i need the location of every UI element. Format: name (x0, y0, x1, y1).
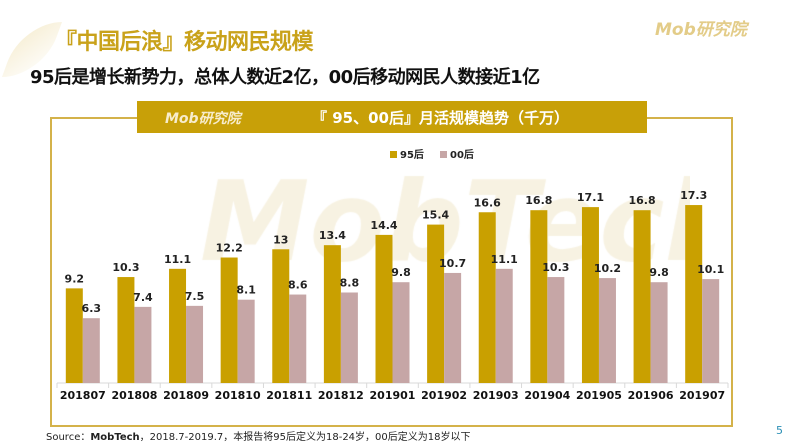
data-label: 16.6 (474, 196, 501, 209)
x-tick-label: 201906 (628, 389, 674, 402)
bar-00 (547, 277, 565, 383)
bar-00 (340, 292, 358, 383)
data-label: 16.8 (629, 194, 656, 207)
x-tick-label: 201809 (163, 389, 209, 402)
data-label: 10.1 (697, 263, 724, 276)
bar-00 (702, 279, 720, 383)
bar-95 (323, 245, 341, 383)
data-label: 17.1 (577, 191, 604, 204)
bar-00 (237, 299, 255, 383)
x-tick-label: 201808 (111, 389, 157, 402)
data-label: 6.3 (82, 302, 102, 315)
brand-logo: Mob研究院 (655, 20, 747, 40)
bar-00 (82, 318, 100, 383)
data-label: 10.3 (112, 261, 139, 274)
source-detail: ，2018.7-2019.7，本报告将95后定义为18-24岁，00后定义为18… (139, 432, 471, 443)
data-label: 10.2 (594, 262, 621, 275)
chart-title: 『 95、00后』月活规模趋势（千万） (312, 109, 569, 127)
bar-00 (444, 272, 462, 383)
bar-00 (186, 305, 204, 383)
bar-95 (117, 277, 135, 383)
data-label: 16.8 (525, 194, 552, 207)
chart-header: Mob研究院 『 95、00后』月活规模趋势（千万） (137, 101, 647, 133)
page-number: 5 (776, 424, 783, 437)
source-name: MobTech (90, 432, 140, 443)
bar-95 (581, 207, 599, 383)
x-tick-label: 201902 (421, 389, 467, 402)
bar-95 (530, 210, 548, 383)
data-label: 8.6 (288, 279, 308, 292)
x-tick-label: 201810 (215, 389, 261, 402)
legend-swatch (390, 151, 397, 158)
x-tick-label: 201905 (576, 389, 622, 402)
data-label: 9.8 (649, 266, 669, 279)
x-tick-label: 201907 (679, 389, 725, 402)
page-title: 『中国后浪』移动网民规模 (55, 30, 314, 55)
data-label: 12.2 (216, 242, 243, 255)
source-prefix: Source： (46, 432, 91, 443)
data-label: 14.4 (370, 219, 397, 232)
data-label: 7.5 (185, 290, 205, 303)
data-label: 8.8 (340, 276, 360, 289)
data-label: 10.3 (542, 261, 569, 274)
data-label: 11.1 (164, 253, 191, 266)
bar-00 (289, 294, 307, 383)
bar-00 (392, 282, 410, 383)
data-label: 9.2 (65, 272, 85, 285)
bar-00 (650, 282, 668, 383)
chart-logo: Mob研究院 (165, 111, 241, 127)
bar-95 (65, 288, 83, 383)
data-label: 9.8 (391, 266, 411, 279)
legend-label: 00后 (450, 148, 474, 161)
data-label: 13 (273, 233, 288, 246)
x-tick-label: 201904 (524, 389, 570, 402)
data-label: 13.4 (319, 229, 346, 242)
bar-00 (495, 268, 513, 383)
bar-95 (375, 234, 393, 383)
bar-95 (685, 205, 703, 383)
data-label: 7.4 (133, 291, 153, 304)
data-label: 10.7 (439, 257, 466, 270)
bar-00 (598, 278, 616, 383)
bar-00 (134, 306, 152, 383)
bar-95 (169, 268, 187, 383)
bar-95 (427, 224, 445, 383)
legend-swatch (440, 151, 447, 158)
x-tick-label: 201807 (60, 389, 106, 402)
data-label: 17.3 (680, 189, 707, 202)
source-note: Source：MobTech，2018.7-2019.7，本报告将95后定义为1… (46, 428, 471, 443)
data-label: 15.4 (422, 209, 449, 222)
x-tick-label: 201811 (266, 389, 312, 402)
bar-95 (272, 249, 290, 383)
x-tick-label: 201901 (370, 389, 416, 402)
bar-95 (478, 212, 496, 383)
bar-95 (220, 257, 238, 383)
x-tick-label: 201903 (473, 389, 519, 402)
data-label: 8.1 (236, 284, 256, 297)
x-tick-label: 201812 (318, 389, 364, 402)
legend-label: 95后 (400, 148, 424, 161)
bar-95 (633, 210, 651, 383)
data-label: 11.1 (491, 253, 518, 266)
page-subtitle: 95后是增长新势力，总体人数近2亿，00后移动网民人数接近1亿 (30, 67, 540, 88)
